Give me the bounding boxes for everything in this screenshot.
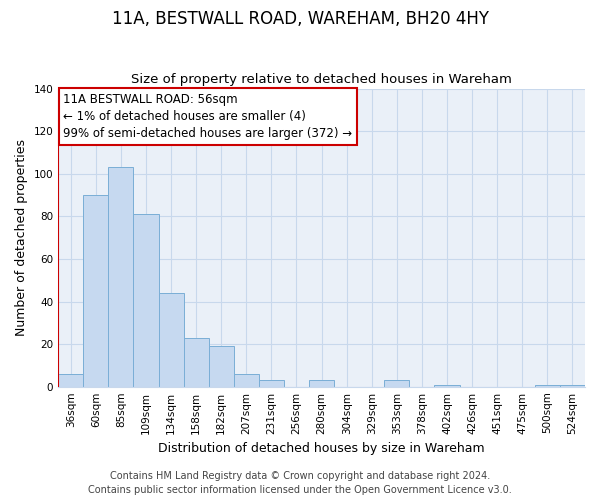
Bar [58, 374, 83, 386]
Bar [234, 374, 259, 386]
Bar [259, 380, 284, 386]
Text: 11A, BESTWALL ROAD, WAREHAM, BH20 4HY: 11A, BESTWALL ROAD, WAREHAM, BH20 4HY [112, 10, 488, 28]
Bar [83, 195, 109, 386]
Bar [158, 293, 184, 386]
Bar [535, 384, 560, 386]
Y-axis label: Number of detached properties: Number of detached properties [15, 139, 28, 336]
Bar [109, 168, 133, 386]
Bar [434, 384, 460, 386]
X-axis label: Distribution of detached houses by size in Wareham: Distribution of detached houses by size … [158, 442, 485, 455]
Bar [209, 346, 234, 387]
Bar [560, 384, 585, 386]
Text: Contains HM Land Registry data © Crown copyright and database right 2024.
Contai: Contains HM Land Registry data © Crown c… [88, 471, 512, 495]
Text: 11A BESTWALL ROAD: 56sqm
← 1% of detached houses are smaller (4)
99% of semi-det: 11A BESTWALL ROAD: 56sqm ← 1% of detache… [64, 93, 353, 140]
Bar [309, 380, 334, 386]
Title: Size of property relative to detached houses in Wareham: Size of property relative to detached ho… [131, 73, 512, 86]
Bar [385, 380, 409, 386]
Bar [184, 338, 209, 386]
Bar [133, 214, 158, 386]
